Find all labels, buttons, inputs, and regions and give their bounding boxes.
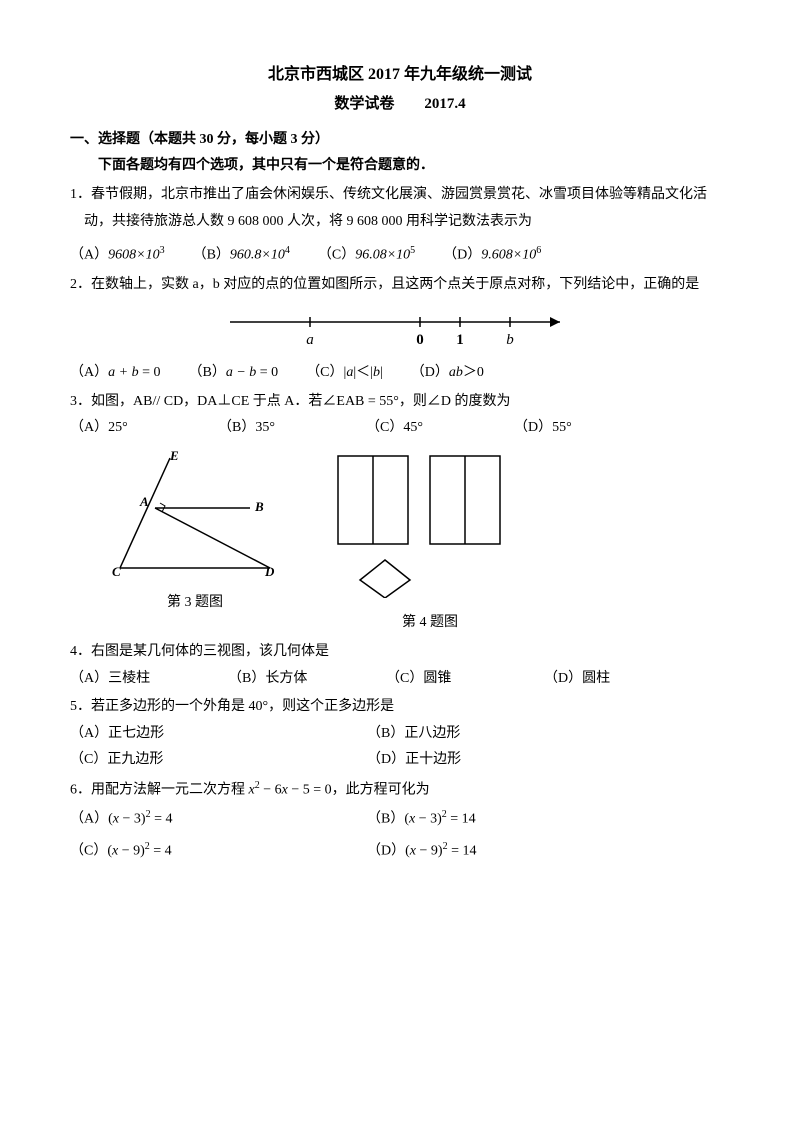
q1-opt-b: （B）960.8×104 (193, 241, 290, 269)
label-1: 1 (456, 332, 464, 348)
q2-text: 2．在数轴上，实数 a，b 对应的点的位置如图所示，且这两个点关于原点对称，下列… (70, 272, 730, 299)
q1-opt-a: （A）9608×103 (70, 241, 165, 269)
question-6: 6．用配方法解一元二次方程 x2 − 6x − 5 = 0，此方程可化为 （A）… (70, 776, 730, 867)
q4-figure-block: 第 4 题图 (330, 448, 530, 637)
q1-opt-d: （D）9.608×106 (443, 241, 541, 269)
pt-d: D (264, 564, 275, 578)
q6-opt-a: （A）(x − 3)2 = 4 (70, 804, 367, 835)
number-line-figure: a 0 1 b (220, 304, 580, 350)
q6-opt-b: （B）(x − 3)2 = 14 (367, 804, 664, 835)
question-5: 5．若正多边形的一个外角是 40°，则这个正多边形是 （A）正七边形 （B）正八… (70, 694, 730, 774)
question-3: 3．如图，AB// CD，DA⊥CE 于点 A．若∠EAB = 55°，则∠D … (70, 389, 730, 442)
q2-opt-a: （A）a + b = 0 (70, 360, 160, 387)
q4-caption: 第 4 题图 (330, 610, 530, 637)
title-main: 北京市西城区 2017 年九年级统一测试 (70, 60, 730, 90)
question-4: 4．右图是某几何体的三视图，该几何体是 （A）三棱柱 （B）长方体 （C）圆锥 … (70, 639, 730, 692)
q3-caption: 第 3 题图 (110, 590, 280, 617)
q6-opt-d: （D）(x − 9)2 = 14 (367, 836, 664, 867)
q3-opt-a: （A）25° (70, 415, 190, 442)
exam-page: 北京市西城区 2017 年九年级统一测试 数学试卷 2017.4 一、选择题（本… (0, 0, 800, 907)
label-a: a (306, 332, 314, 348)
q3-opt-c: （C）45° (366, 415, 486, 442)
pt-c: C (112, 564, 121, 578)
q4-text: 4．右图是某几何体的三视图，该几何体是 (70, 639, 730, 666)
q5-opt-c: （C）正九边形 (70, 747, 367, 774)
label-b: b (506, 332, 514, 348)
q4-opt-a: （A）三棱柱 (70, 666, 200, 693)
figure-row: E A B C D 第 3 题图 第 4 题图 (110, 448, 730, 637)
pt-b: B (254, 499, 264, 514)
q3-figure: E A B C D (110, 448, 280, 578)
label-0: 0 (416, 332, 424, 348)
q5-text: 5．若正多边形的一个外角是 40°，则这个正多边形是 (70, 694, 730, 721)
section-head: 一、选择题（本题共 30 分，每小题 3 分） (70, 127, 730, 154)
q3-opt-d: （D）55° (514, 415, 634, 442)
q2-opt-c: （C）|a|＜|b| (306, 360, 383, 387)
q4-figure (330, 448, 530, 598)
q4-opt-c: （C）圆锥 (386, 666, 516, 693)
section-sub: 下面各题均有四个选项，其中只有一个是符合题意的． (70, 153, 730, 180)
q1-opt-c: （C）96.08×105 (318, 241, 415, 269)
q2-opt-d: （D）ab＞0 (411, 360, 484, 387)
q4-opt-d: （D）圆柱 (544, 666, 674, 693)
pt-e: E (169, 448, 179, 463)
q6-opt-c: （C）(x − 9)2 = 4 (70, 836, 367, 867)
q4-opt-b: （B）长方体 (228, 666, 358, 693)
q1-line1: 1．春节假期，北京市推出了庙会休闲娱乐、传统文化展演、游园赏景赏花、冰雪项目体验… (70, 182, 730, 209)
q3-opt-b: （B）35° (218, 415, 338, 442)
title-sub: 数学试卷 2017.4 (70, 90, 730, 119)
q5-opt-a: （A）正七边形 (70, 721, 367, 748)
question-2: 2．在数轴上，实数 a，b 对应的点的位置如图所示，且这两个点关于原点对称，下列… (70, 272, 730, 387)
q1-line2: 动，共接待旅游总人数 9 608 000 人次，将 9 608 000 用科学记… (70, 209, 730, 236)
q6-text: 6．用配方法解一元二次方程 x2 − 6x − 5 = 0，此方程可化为 (70, 776, 730, 804)
q5-opt-d: （D）正十边形 (367, 747, 664, 774)
q3-text: 3．如图，AB// CD，DA⊥CE 于点 A．若∠EAB = 55°，则∠D … (70, 389, 730, 416)
question-1: 1．春节假期，北京市推出了庙会休闲娱乐、传统文化展演、游园赏景赏花、冰雪项目体验… (70, 182, 730, 269)
q3-figure-block: E A B C D 第 3 题图 (110, 448, 280, 617)
q5-opt-b: （B）正八边形 (367, 721, 664, 748)
q2-opt-b: （B）a − b = 0 (188, 360, 278, 387)
pt-a: A (139, 494, 149, 509)
